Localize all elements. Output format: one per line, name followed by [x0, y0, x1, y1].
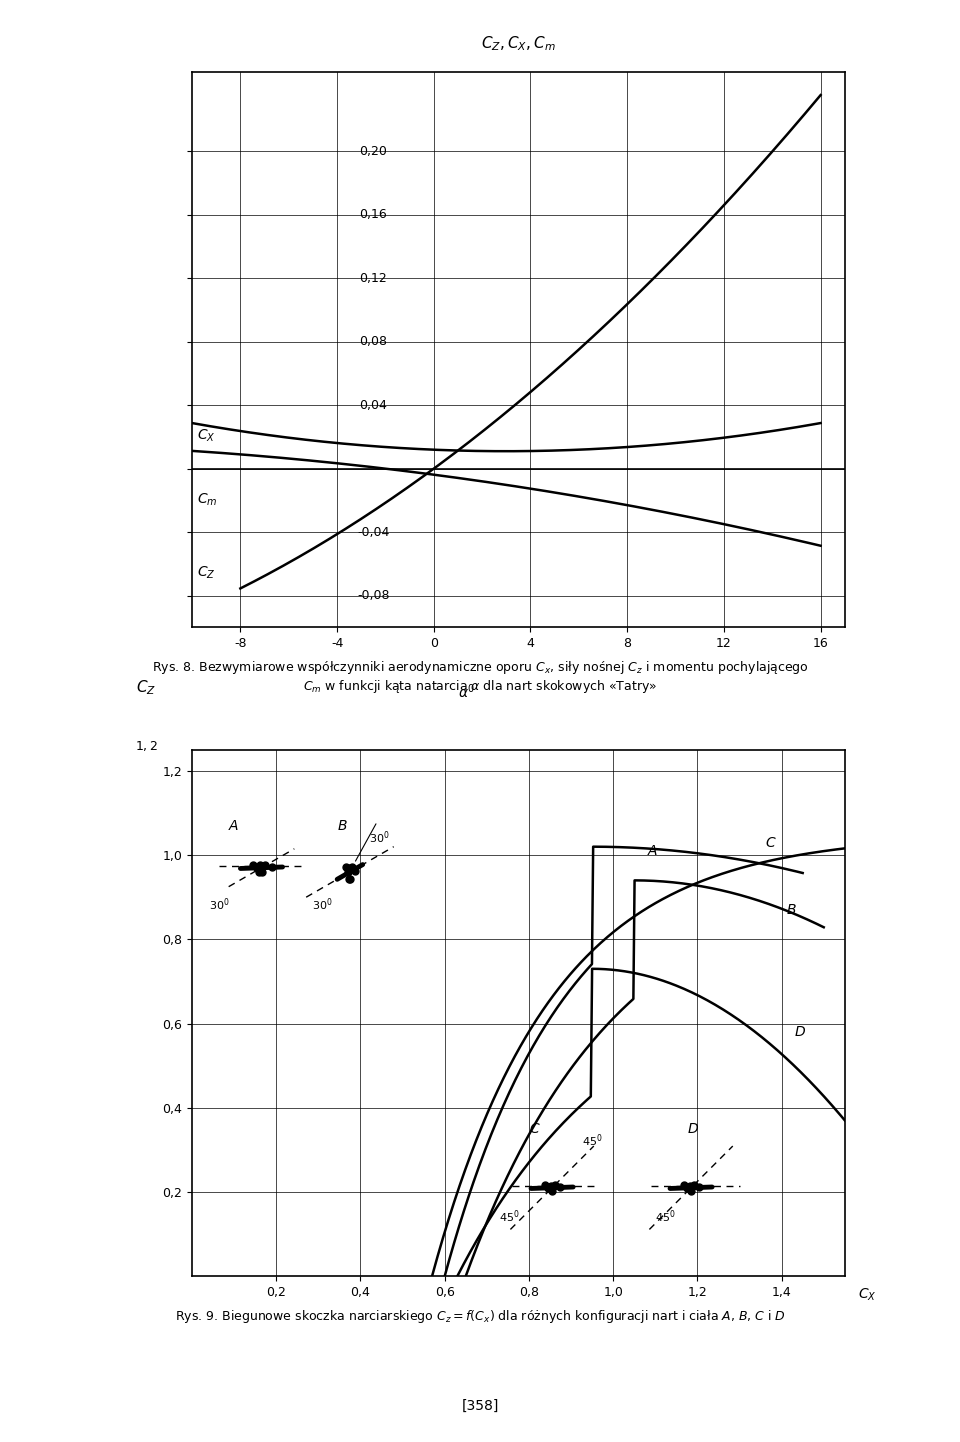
Text: Rys. 9. Biegunowe skoczka narciarskiego $C_z = f(C_x)$ dla różnych konfiguracji : Rys. 9. Biegunowe skoczka narciarskiego … — [175, 1308, 785, 1325]
Text: 0,04: 0,04 — [359, 398, 387, 412]
Text: $B$: $B$ — [337, 819, 348, 833]
Text: $A$: $A$ — [647, 844, 659, 858]
Text: 0,20: 0,20 — [359, 144, 387, 159]
Text: $45^0$: $45^0$ — [499, 1208, 520, 1224]
Text: $30^0$: $30^0$ — [312, 897, 333, 913]
Text: Rys. 8. Bezwymiarowe współczynniki aerodynamiczne oporu $C_x$, siły nośnej $C_z$: Rys. 8. Bezwymiarowe współczynniki aerod… — [152, 659, 808, 676]
Text: $30^0$: $30^0$ — [369, 829, 390, 846]
Text: $A$: $A$ — [228, 819, 239, 833]
Text: $C_Z, C_X, C_m$: $C_Z, C_X, C_m$ — [481, 35, 556, 53]
Text: $C$: $C$ — [765, 836, 777, 849]
Text: $30^0$: $30^0$ — [209, 897, 229, 913]
Text: [358]: [358] — [462, 1399, 498, 1413]
Text: $C_m$ w funkcji kąta natarcia $\alpha$ dla nart skokowych «Tatry»: $C_m$ w funkcji kąta natarcia $\alpha$ d… — [302, 678, 658, 695]
Text: $C$: $C$ — [529, 1122, 540, 1136]
Text: 0,08: 0,08 — [359, 335, 387, 349]
Text: $C_X$: $C_X$ — [197, 428, 215, 444]
Text: -0,04: -0,04 — [357, 525, 390, 539]
Text: $C_X$: $C_X$ — [858, 1286, 876, 1304]
Text: $C_Z$: $C_Z$ — [197, 564, 215, 581]
Text: $D$: $D$ — [686, 1122, 699, 1136]
Text: $B$: $B$ — [786, 903, 797, 917]
Text: $45^0$: $45^0$ — [582, 1132, 602, 1149]
Text: -0,08: -0,08 — [357, 588, 390, 603]
Text: $1,2$: $1,2$ — [134, 740, 157, 753]
Text: $C_m$: $C_m$ — [197, 492, 217, 508]
Text: $\alpha^0$: $\alpha^0$ — [458, 684, 475, 701]
Text: 0,12: 0,12 — [359, 271, 387, 286]
Text: 0,16: 0,16 — [359, 208, 387, 222]
Text: $45^0$: $45^0$ — [656, 1208, 676, 1224]
Text: $D$: $D$ — [794, 1025, 806, 1040]
Text: $C_Z$: $C_Z$ — [136, 679, 156, 696]
